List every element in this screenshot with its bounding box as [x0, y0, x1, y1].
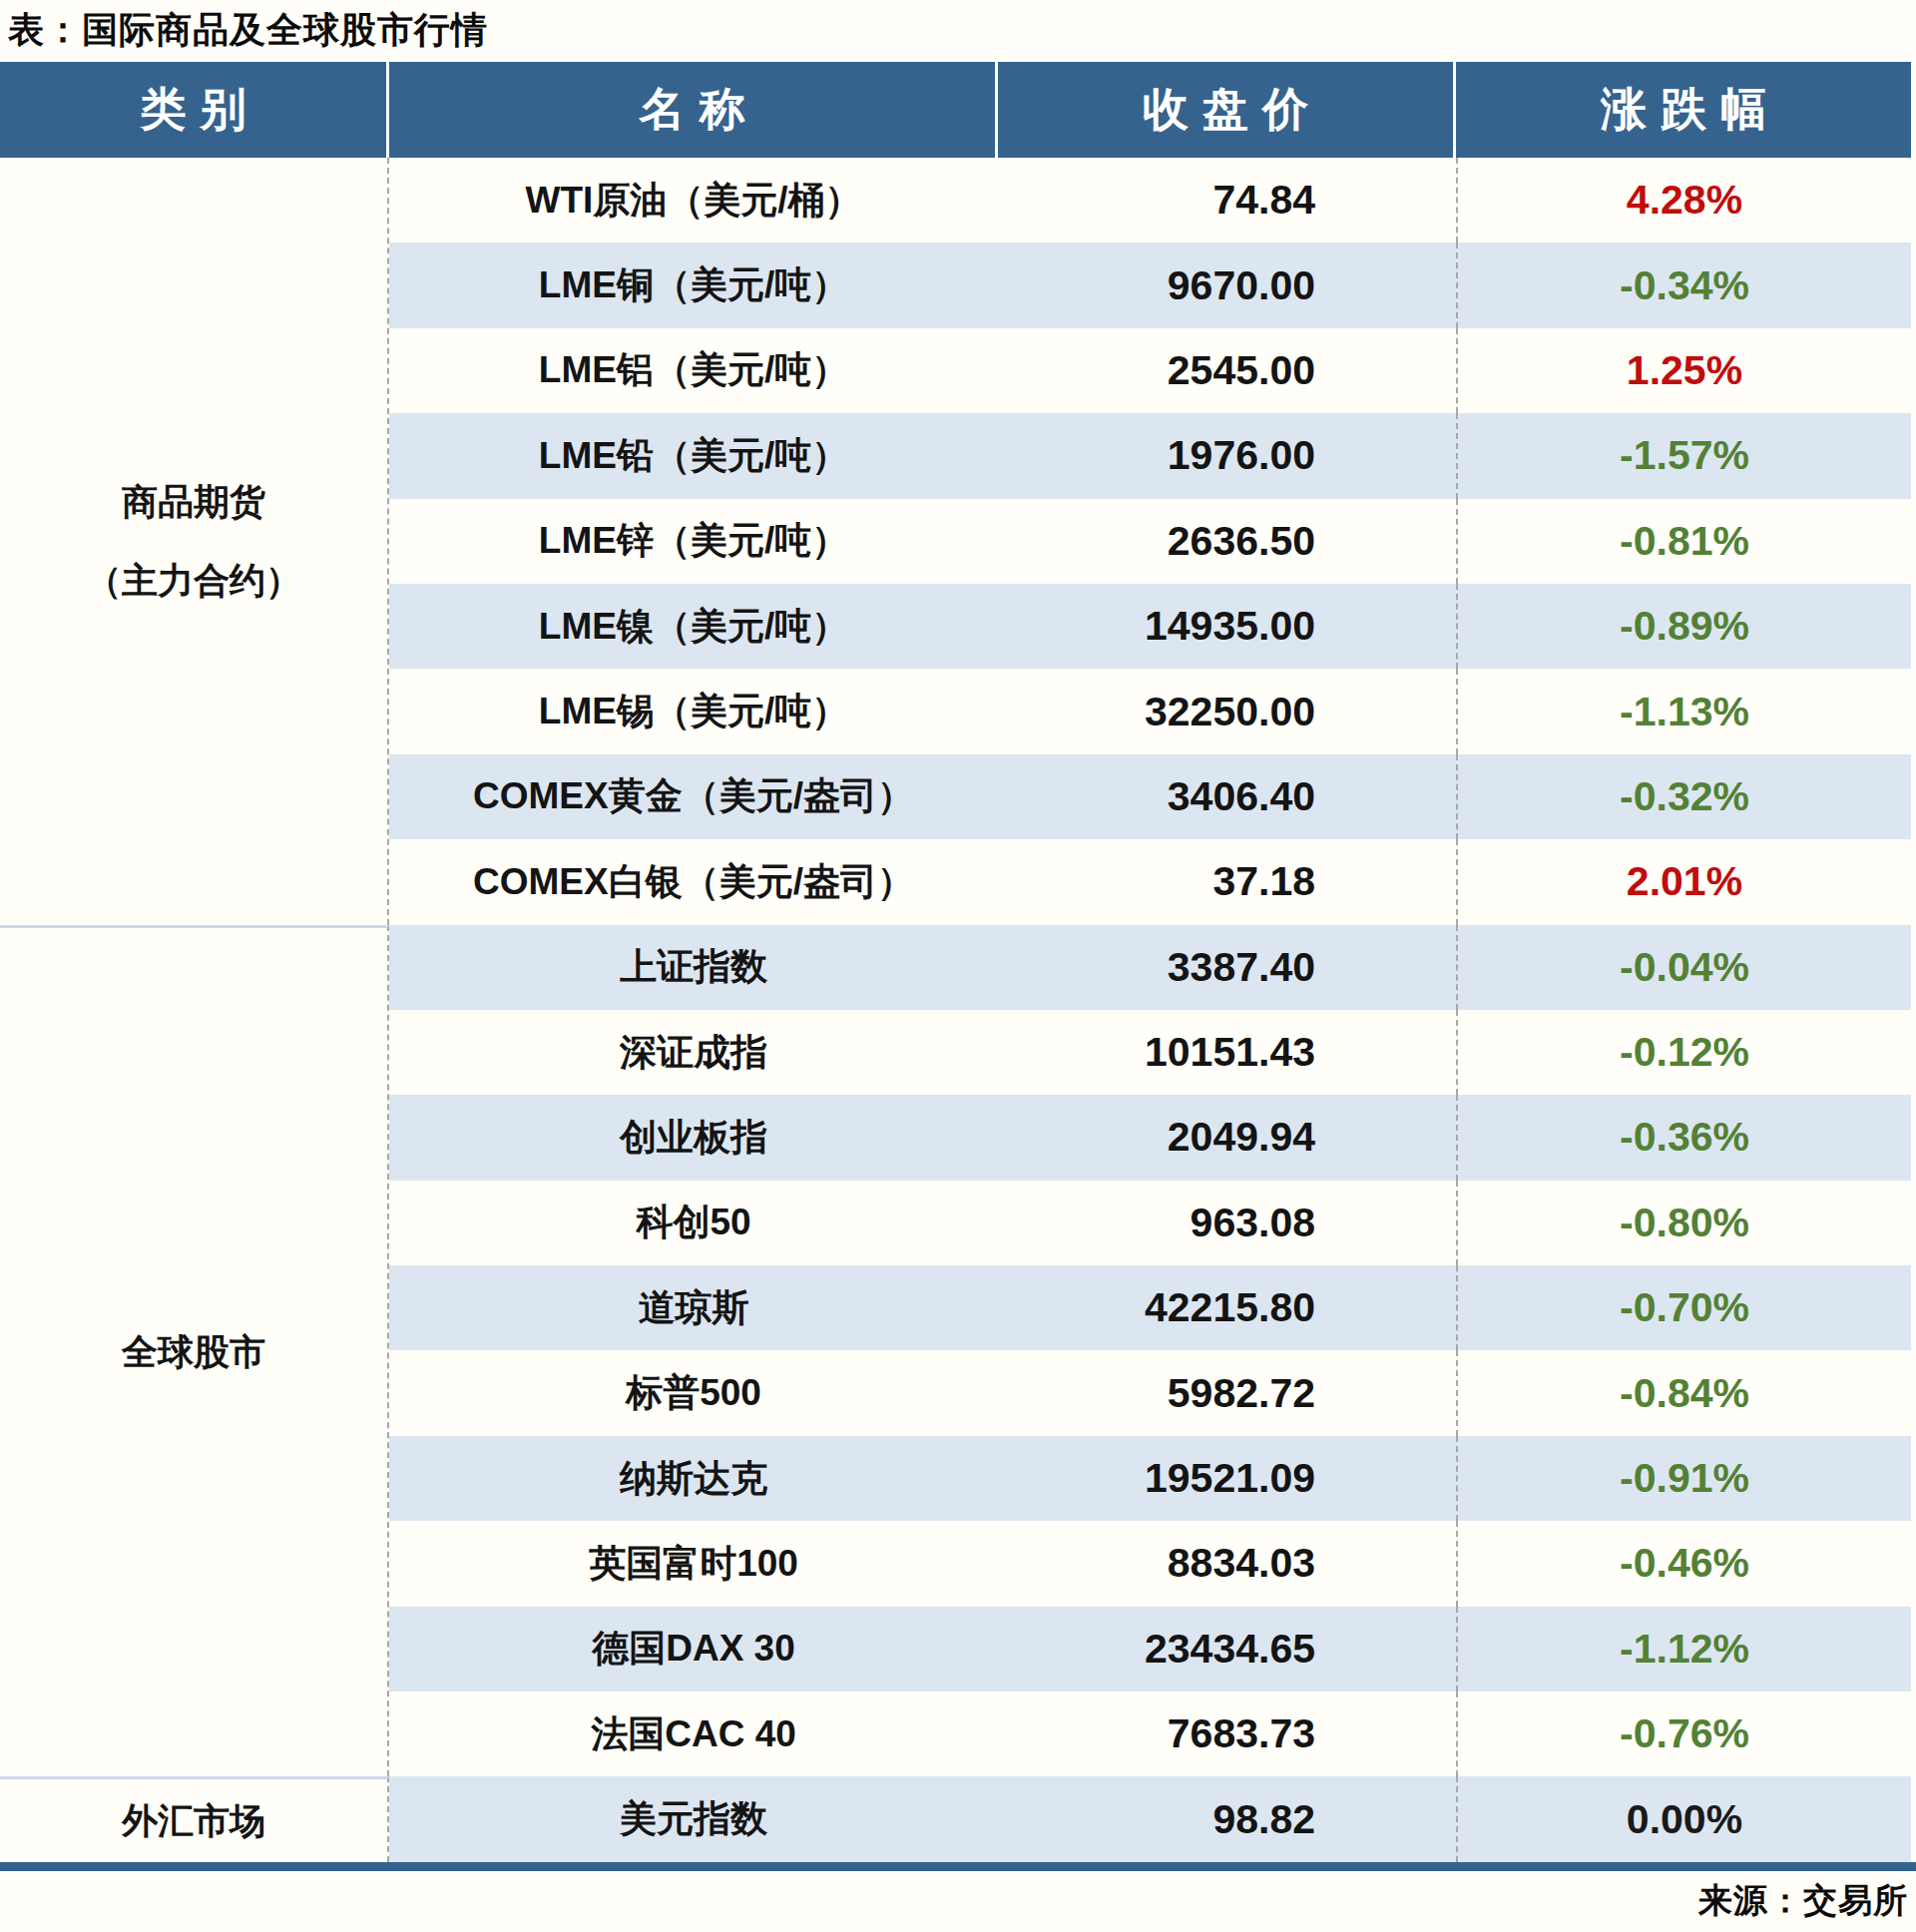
close-price-value: 23434.65: [998, 1607, 1456, 1691]
instrument-name: LME锌（美元/吨）: [389, 499, 998, 584]
change-percent-value: -0.76%: [1456, 1691, 1911, 1776]
close-price-value: 37.18: [998, 839, 1456, 924]
close-price-value: 3387.40: [998, 925, 1456, 1010]
change-percent-value: -0.80%: [1456, 1181, 1911, 1265]
column-header-name: 名称: [389, 62, 998, 158]
close-price-value: 98.82: [998, 1776, 1456, 1861]
change-percent-value: -0.89%: [1456, 584, 1911, 669]
close-price-value: 32250.00: [998, 669, 1456, 753]
column-header-change-percent: 涨跌幅: [1456, 62, 1911, 158]
close-price-value: 2049.94: [998, 1095, 1456, 1180]
change-percent-value: -1.13%: [1456, 669, 1911, 753]
close-price-value: 42215.80: [998, 1265, 1456, 1350]
instrument-name: LME铝（美元/吨）: [389, 328, 998, 413]
change-percent-value: 1.25%: [1456, 328, 1911, 413]
table-bottom-border: [0, 1862, 1916, 1871]
close-price-value: 5982.72: [998, 1350, 1456, 1435]
change-percent-value: 4.28%: [1456, 158, 1911, 242]
market-quotes-table: 类别名称收盘价涨跌幅商品期货 （主力合约）WTI原油（美元/桶）74.844.2…: [0, 62, 1911, 1862]
close-price-value: 9670.00: [998, 242, 1456, 327]
change-percent-value: -0.12%: [1456, 1010, 1911, 1095]
instrument-name: 英国富时100: [389, 1521, 998, 1606]
close-price-value: 3406.40: [998, 754, 1456, 839]
instrument-name: COMEX白银（美元/盎司）: [389, 839, 998, 924]
instrument-name: 道琼斯: [389, 1265, 998, 1350]
instrument-name: 上证指数: [389, 925, 998, 1010]
instrument-name: WTI原油（美元/桶）: [389, 158, 998, 242]
close-price-value: 2636.50: [998, 499, 1456, 584]
category-cell: 全球股市: [0, 925, 389, 1777]
change-percent-value: -0.91%: [1456, 1436, 1911, 1521]
change-percent-value: -0.84%: [1456, 1350, 1911, 1435]
close-price-value: 8834.03: [998, 1521, 1456, 1606]
change-percent-value: -1.12%: [1456, 1607, 1911, 1691]
page: 表：国际商品及全球股市行情 类别名称收盘价涨跌幅商品期货 （主力合约）WTI原油…: [0, 0, 1916, 1932]
change-percent-value: -0.70%: [1456, 1265, 1911, 1350]
instrument-name: LME铜（美元/吨）: [389, 242, 998, 327]
instrument-name: LME铅（美元/吨）: [389, 413, 998, 498]
change-percent-value: -0.04%: [1456, 925, 1911, 1010]
instrument-name: 美元指数: [389, 1776, 998, 1861]
instrument-name: LME镍（美元/吨）: [389, 584, 998, 669]
category-cell: 商品期货 （主力合约）: [0, 158, 389, 925]
column-header-category: 类别: [0, 62, 389, 158]
instrument-name: 深证成指: [389, 1010, 998, 1095]
instrument-name: 标普500: [389, 1350, 998, 1435]
change-percent-value: 2.01%: [1456, 839, 1911, 924]
category-cell: 外汇市场: [0, 1776, 389, 1861]
instrument-name: LME锡（美元/吨）: [389, 669, 998, 753]
instrument-name: 科创50: [389, 1181, 998, 1265]
close-price-value: 10151.43: [998, 1010, 1456, 1095]
table-title: 表：国际商品及全球股市行情: [8, 6, 488, 55]
instrument-name: 纳斯达克: [389, 1436, 998, 1521]
change-percent-value: -0.81%: [1456, 499, 1911, 584]
change-percent-value: -0.46%: [1456, 1521, 1911, 1606]
source-note: 来源：交易所: [1698, 1878, 1908, 1924]
close-price-value: 14935.00: [998, 584, 1456, 669]
close-price-value: 19521.09: [998, 1436, 1456, 1521]
close-price-value: 963.08: [998, 1181, 1456, 1265]
instrument-name: 德国DAX 30: [389, 1607, 998, 1691]
close-price-value: 7683.73: [998, 1691, 1456, 1776]
close-price-value: 74.84: [998, 158, 1456, 242]
column-header-close-price: 收盘价: [998, 62, 1456, 158]
change-percent-value: 0.00%: [1456, 1776, 1911, 1861]
instrument-name: COMEX黄金（美元/盎司）: [389, 754, 998, 839]
change-percent-value: -0.32%: [1456, 754, 1911, 839]
close-price-value: 2545.00: [998, 328, 1456, 413]
instrument-name: 创业板指: [389, 1095, 998, 1180]
change-percent-value: -0.34%: [1456, 242, 1911, 327]
instrument-name: 法国CAC 40: [389, 1691, 998, 1776]
close-price-value: 1976.00: [998, 413, 1456, 498]
change-percent-value: -0.36%: [1456, 1095, 1911, 1180]
change-percent-value: -1.57%: [1456, 413, 1911, 498]
